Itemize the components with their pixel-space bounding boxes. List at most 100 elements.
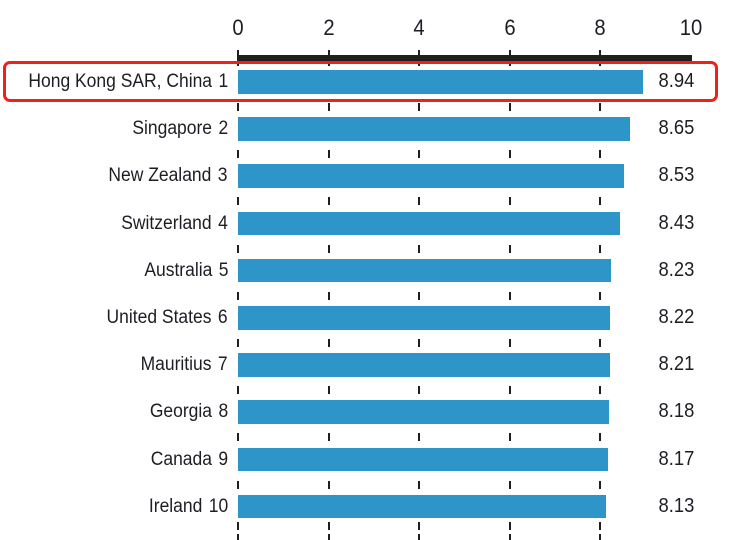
gridline-dash <box>599 533 602 540</box>
country-label: United States 6 <box>0 306 228 330</box>
gridline-dash <box>237 197 239 206</box>
rank-number: 10 <box>208 495 228 517</box>
value-bar <box>238 211 620 236</box>
x-axis-tick-label: 4 <box>413 15 425 41</box>
rank-number: 2 <box>218 118 228 140</box>
value-text: 8.13 <box>658 494 694 517</box>
country-label-text: Switzerland 4 <box>121 212 228 236</box>
country-name: Singapore <box>132 118 212 140</box>
country-name: Georgia <box>149 401 212 423</box>
gridline-dash <box>508 533 511 540</box>
rank-number: 3 <box>218 165 228 187</box>
x-axis-tick-mark <box>237 50 239 66</box>
value-bar <box>238 117 630 141</box>
value-label: 8.53 <box>648 164 704 188</box>
gridline-dash <box>418 521 421 530</box>
value-label: 8.17 <box>648 448 704 472</box>
country-label-text: United States 6 <box>107 306 228 330</box>
country-label-text: Singapore 2 <box>132 117 228 141</box>
x-axis-tick-label: 0 <box>232 15 244 41</box>
x-axis-tick-label: 8 <box>594 15 606 41</box>
value-text: 8.43 <box>658 211 694 234</box>
gridline-dash <box>237 521 239 530</box>
rank-number: 1 <box>218 71 228 92</box>
gridline-dash <box>237 291 239 300</box>
value-bar <box>238 306 611 330</box>
gridline-dash <box>327 386 330 395</box>
country-name: Australia <box>143 259 212 281</box>
value-text: 8.17 <box>658 447 694 470</box>
gridline-dash <box>508 103 511 111</box>
gridline-dash <box>237 244 239 253</box>
gridline-dash <box>327 103 330 111</box>
gridline-dash <box>237 339 239 347</box>
gridline-dash <box>599 339 602 347</box>
value-bar <box>238 258 611 283</box>
gridline-dash <box>237 386 239 395</box>
rank-number: 4 <box>218 212 228 234</box>
gridline-dash <box>418 433 421 442</box>
gridline-dash <box>327 197 330 206</box>
gridline-dash <box>508 244 511 253</box>
gridline-dash <box>327 244 330 253</box>
country-label: Switzerland 4 <box>0 212 228 236</box>
country-label-text: Canada 9 <box>151 448 228 472</box>
value-text: 8.22 <box>658 306 694 328</box>
value-text: 8.21 <box>658 353 694 376</box>
rank-number: 5 <box>218 259 228 281</box>
value-label: 8.18 <box>648 400 704 424</box>
gridline-dash <box>418 197 421 206</box>
x-axis-tick-label: 10 <box>679 15 703 41</box>
value-text: 8.18 <box>658 400 694 423</box>
x-axis-line <box>237 55 692 61</box>
x-axis-tick-text: 0 <box>232 15 244 40</box>
gridline-dash <box>327 339 330 347</box>
gridline-dash <box>418 386 421 395</box>
value-bar <box>238 400 609 424</box>
value-text: 8.94 <box>658 70 694 92</box>
country-name: New Zealand <box>108 165 212 187</box>
x-axis-tick-text: 6 <box>504 15 516 40</box>
value-bar <box>238 353 610 377</box>
gridline-dash <box>237 103 239 111</box>
value-text: 8.53 <box>658 164 694 187</box>
gridline-dash <box>327 150 330 159</box>
country-label-text: Hong Kong SAR, China 1 <box>28 70 228 94</box>
value-label: 8.23 <box>648 259 704 283</box>
gridline-dash <box>327 521 330 530</box>
gridline-dash <box>327 480 330 489</box>
gridline-dash <box>237 150 239 159</box>
value-label: 8.94 <box>648 70 704 94</box>
gridline-dash <box>599 386 602 395</box>
gridline-dash <box>599 244 602 253</box>
gridline-dash <box>508 433 511 442</box>
value-bar <box>238 494 607 519</box>
gridline-dash <box>418 150 421 159</box>
country-label: Ireland 10 <box>0 495 228 519</box>
country-name: Ireland <box>148 495 203 517</box>
gridline-dash <box>508 197 511 206</box>
gridline-dash <box>418 244 421 253</box>
country-label-text: Mauritius 7 <box>141 353 228 377</box>
gridline-dash <box>508 339 511 347</box>
gridline-dash <box>599 433 602 442</box>
value-text: 8.65 <box>658 117 694 140</box>
country-label: Georgia 8 <box>0 400 228 424</box>
country-label: Canada 9 <box>0 448 228 472</box>
gridline-dash <box>599 103 602 111</box>
value-text: 8.23 <box>658 258 694 281</box>
value-label: 8.65 <box>648 117 704 141</box>
value-label: 8.21 <box>648 353 704 377</box>
value-label: 8.43 <box>648 212 704 236</box>
x-axis-tick-text: 4 <box>413 15 425 40</box>
country-name: Mauritius <box>140 354 212 376</box>
gridline-dash <box>418 480 421 489</box>
rank-number: 9 <box>218 448 228 470</box>
x-axis-tick-label: 6 <box>504 15 516 41</box>
value-bar <box>238 70 643 94</box>
gridline-dash <box>418 103 421 111</box>
gridline-dash <box>599 521 602 530</box>
gridline-dash <box>599 197 602 206</box>
gridline-dash <box>508 291 511 300</box>
